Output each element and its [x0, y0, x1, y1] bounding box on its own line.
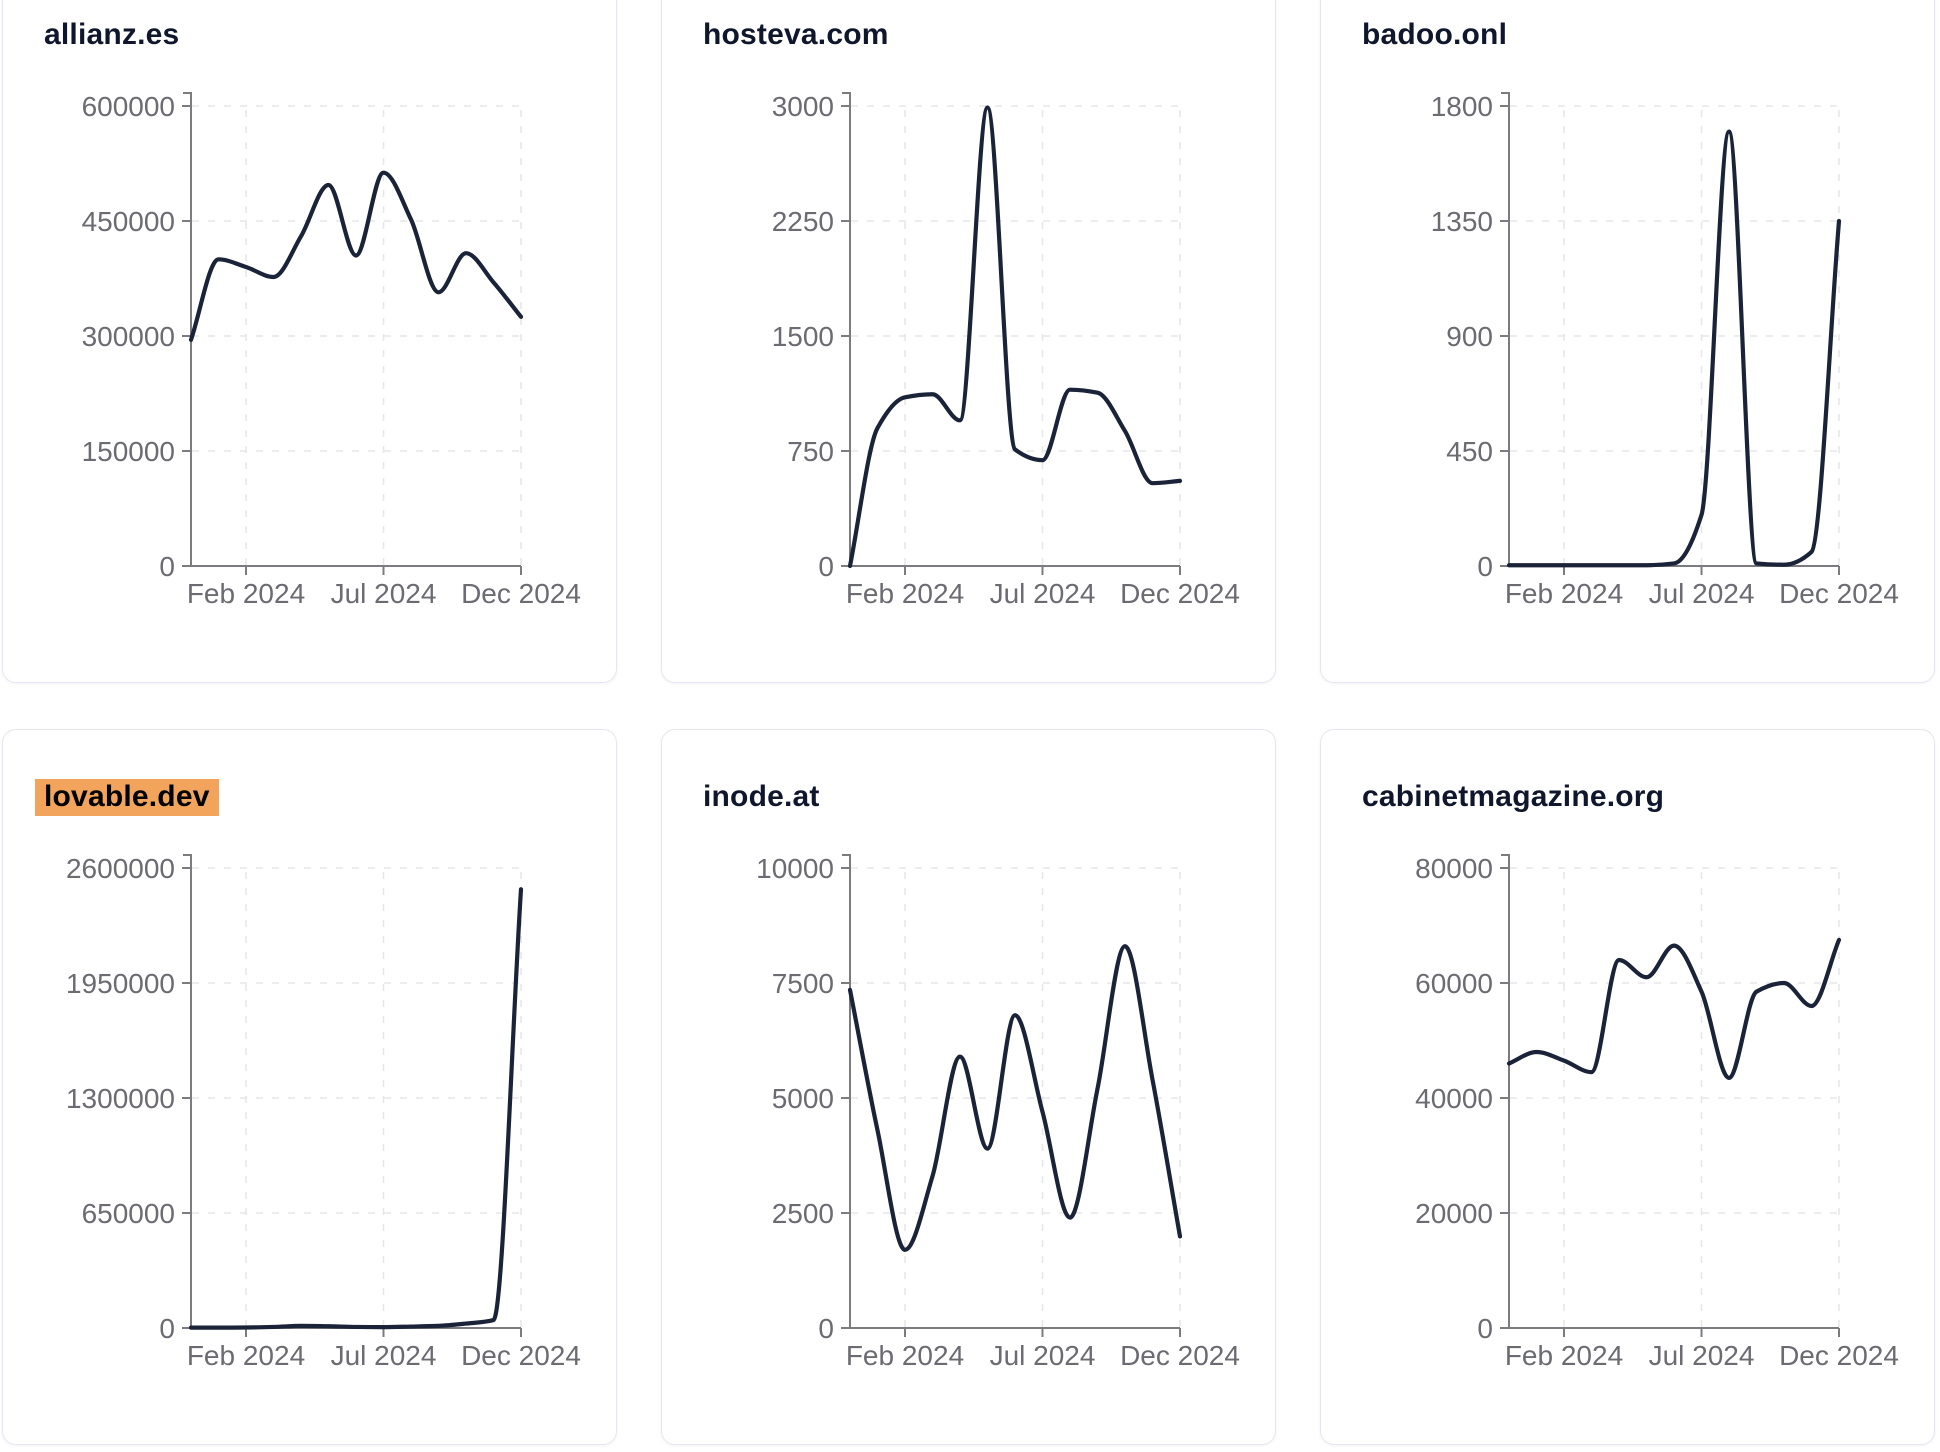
y-axis-label: 0 [818, 551, 834, 582]
x-axis-label: Dec 2024 [461, 578, 581, 609]
chart-title-text: badoo.onl [1362, 18, 1508, 51]
chart-card-lovable-dev: lovable.dev 0 650000 1300000 1950000 2600000… [2, 729, 617, 1445]
y-axis-label: 60000 [1415, 968, 1493, 999]
y-axis-label: 650000 [82, 1198, 175, 1229]
x-axis-label: Dec 2024 [461, 1340, 581, 1371]
y-axis-label: 1300000 [66, 1083, 175, 1114]
x-axis-label: Dec 2024 [1120, 578, 1240, 609]
chart-card-allianz-es: allianz.es 0 150000 300000 450000 600000 Feb … [2, 0, 617, 683]
x-axis-label: Feb 2024 [846, 578, 964, 609]
y-axis-label: 0 [159, 1313, 175, 1344]
x-axis-label: Feb 2024 [187, 578, 305, 609]
x-axis-label: Dec 2024 [1779, 1340, 1899, 1371]
x-axis-label: Dec 2024 [1120, 1340, 1240, 1371]
y-axis-label: 1800 [1431, 91, 1493, 122]
series-line [188, 887, 524, 1330]
chart-title-text: hosteva.com [703, 18, 889, 51]
y-axis-label: 2600000 [66, 853, 175, 884]
x-axis-label: Jul 2024 [331, 1340, 437, 1371]
chart-title-text: cabinetmagazine.org [1362, 780, 1665, 813]
line-chart: 0 20000 40000 60000 80000 Feb 2024 Jul 2024 Dec… [1415, 853, 1899, 1371]
chart-title: hosteva.com [703, 18, 889, 52]
y-axis-label: 7500 [772, 968, 834, 999]
y-axis-label: 1950000 [66, 968, 175, 999]
x-axis-label: Jul 2024 [1649, 1340, 1755, 1371]
line-chart: 0 750 1500 2250 3000 Feb 2024 Jul 2024 Dec 2024 [772, 91, 1240, 609]
y-axis-label: 3000 [772, 91, 834, 122]
x-axis-label: Jul 2024 [1649, 578, 1755, 609]
axis-line [183, 92, 521, 567]
chart-card-inode-at: inode.at 0 2500 5000 7500 10000 Feb 2024 Jul 2… [661, 729, 1276, 1445]
axis-line [1501, 92, 1839, 567]
series-line [1506, 129, 1842, 568]
y-axis-label: 40000 [1415, 1083, 1493, 1114]
line-chart: 0 150000 300000 450000 600000 Feb 2024 Jul 202… [82, 91, 581, 609]
chart-title-text: allianz.es [44, 18, 180, 51]
chart-title: cabinetmagazine.org [1362, 780, 1664, 814]
series-line [1506, 937, 1842, 1080]
y-axis-label: 2250 [772, 206, 834, 237]
axis-line [842, 854, 1180, 1329]
y-axis-label: 900 [1446, 321, 1493, 352]
chart-title: badoo.onl [1362, 18, 1507, 52]
axis-line [1501, 854, 1839, 1329]
axis-line [842, 92, 1180, 567]
y-axis-label: 0 [159, 551, 175, 582]
y-axis-label: 1350 [1431, 206, 1493, 237]
y-axis-label: 1500 [772, 321, 834, 352]
y-axis-label: 5000 [772, 1083, 834, 1114]
series-line [847, 105, 1183, 569]
y-axis-label: 450000 [82, 206, 175, 237]
chart-card-hosteva-com: hosteva.com 0 750 1500 2250 3000 Feb 2024 Jul … [661, 0, 1276, 683]
x-axis-label: Feb 2024 [1505, 1340, 1623, 1371]
chart-title: lovable.dev [35, 779, 219, 816]
y-axis-label: 80000 [1415, 853, 1493, 884]
chart-title-text-highlighted: lovable.dev [35, 779, 219, 816]
y-axis-label: 0 [1477, 551, 1493, 582]
line-chart: 0 450 900 1350 1800 Feb 2024 Jul 2024 Dec 2024 [1431, 91, 1899, 609]
chart-title: inode.at [703, 780, 820, 814]
chart-card-badoo-onl: badoo.onl 0 450 900 1350 1800 Feb 2024 Jul 202… [1320, 0, 1935, 683]
chart-title-text: inode.at [703, 780, 820, 813]
x-axis-label: Jul 2024 [990, 578, 1096, 609]
y-axis-label: 0 [818, 1313, 834, 1344]
y-axis-label: 750 [787, 436, 834, 467]
x-axis-label: Feb 2024 [187, 1340, 305, 1371]
y-axis-label: 10000 [756, 853, 834, 884]
series-line [847, 944, 1183, 1252]
y-axis-label: 450 [1446, 436, 1493, 467]
y-axis-label: 300000 [82, 321, 175, 352]
y-axis-label: 0 [1477, 1313, 1493, 1344]
chart-title: allianz.es [44, 18, 179, 52]
y-axis-label: 150000 [82, 436, 175, 467]
line-chart: 0 650000 1300000 1950000 2600000 Feb 2024 Jul … [66, 853, 581, 1371]
axis-line [183, 854, 521, 1329]
x-axis-label: Jul 2024 [331, 578, 437, 609]
line-chart: 0 2500 5000 7500 10000 Feb 2024 Jul 2024 Dec 20… [756, 853, 1240, 1371]
y-axis-label: 20000 [1415, 1198, 1493, 1229]
x-axis-label: Jul 2024 [990, 1340, 1096, 1371]
chart-card-cabinetmagazine-org: cabinetmagazine.org 0 20000 40000 60000 8000… [1320, 729, 1935, 1445]
y-axis-label: 2500 [772, 1198, 834, 1229]
x-axis-label: Dec 2024 [1779, 578, 1899, 609]
y-axis-label: 600000 [82, 91, 175, 122]
x-axis-label: Feb 2024 [1505, 578, 1623, 609]
series-line [188, 170, 524, 342]
x-axis-label: Feb 2024 [846, 1340, 964, 1371]
